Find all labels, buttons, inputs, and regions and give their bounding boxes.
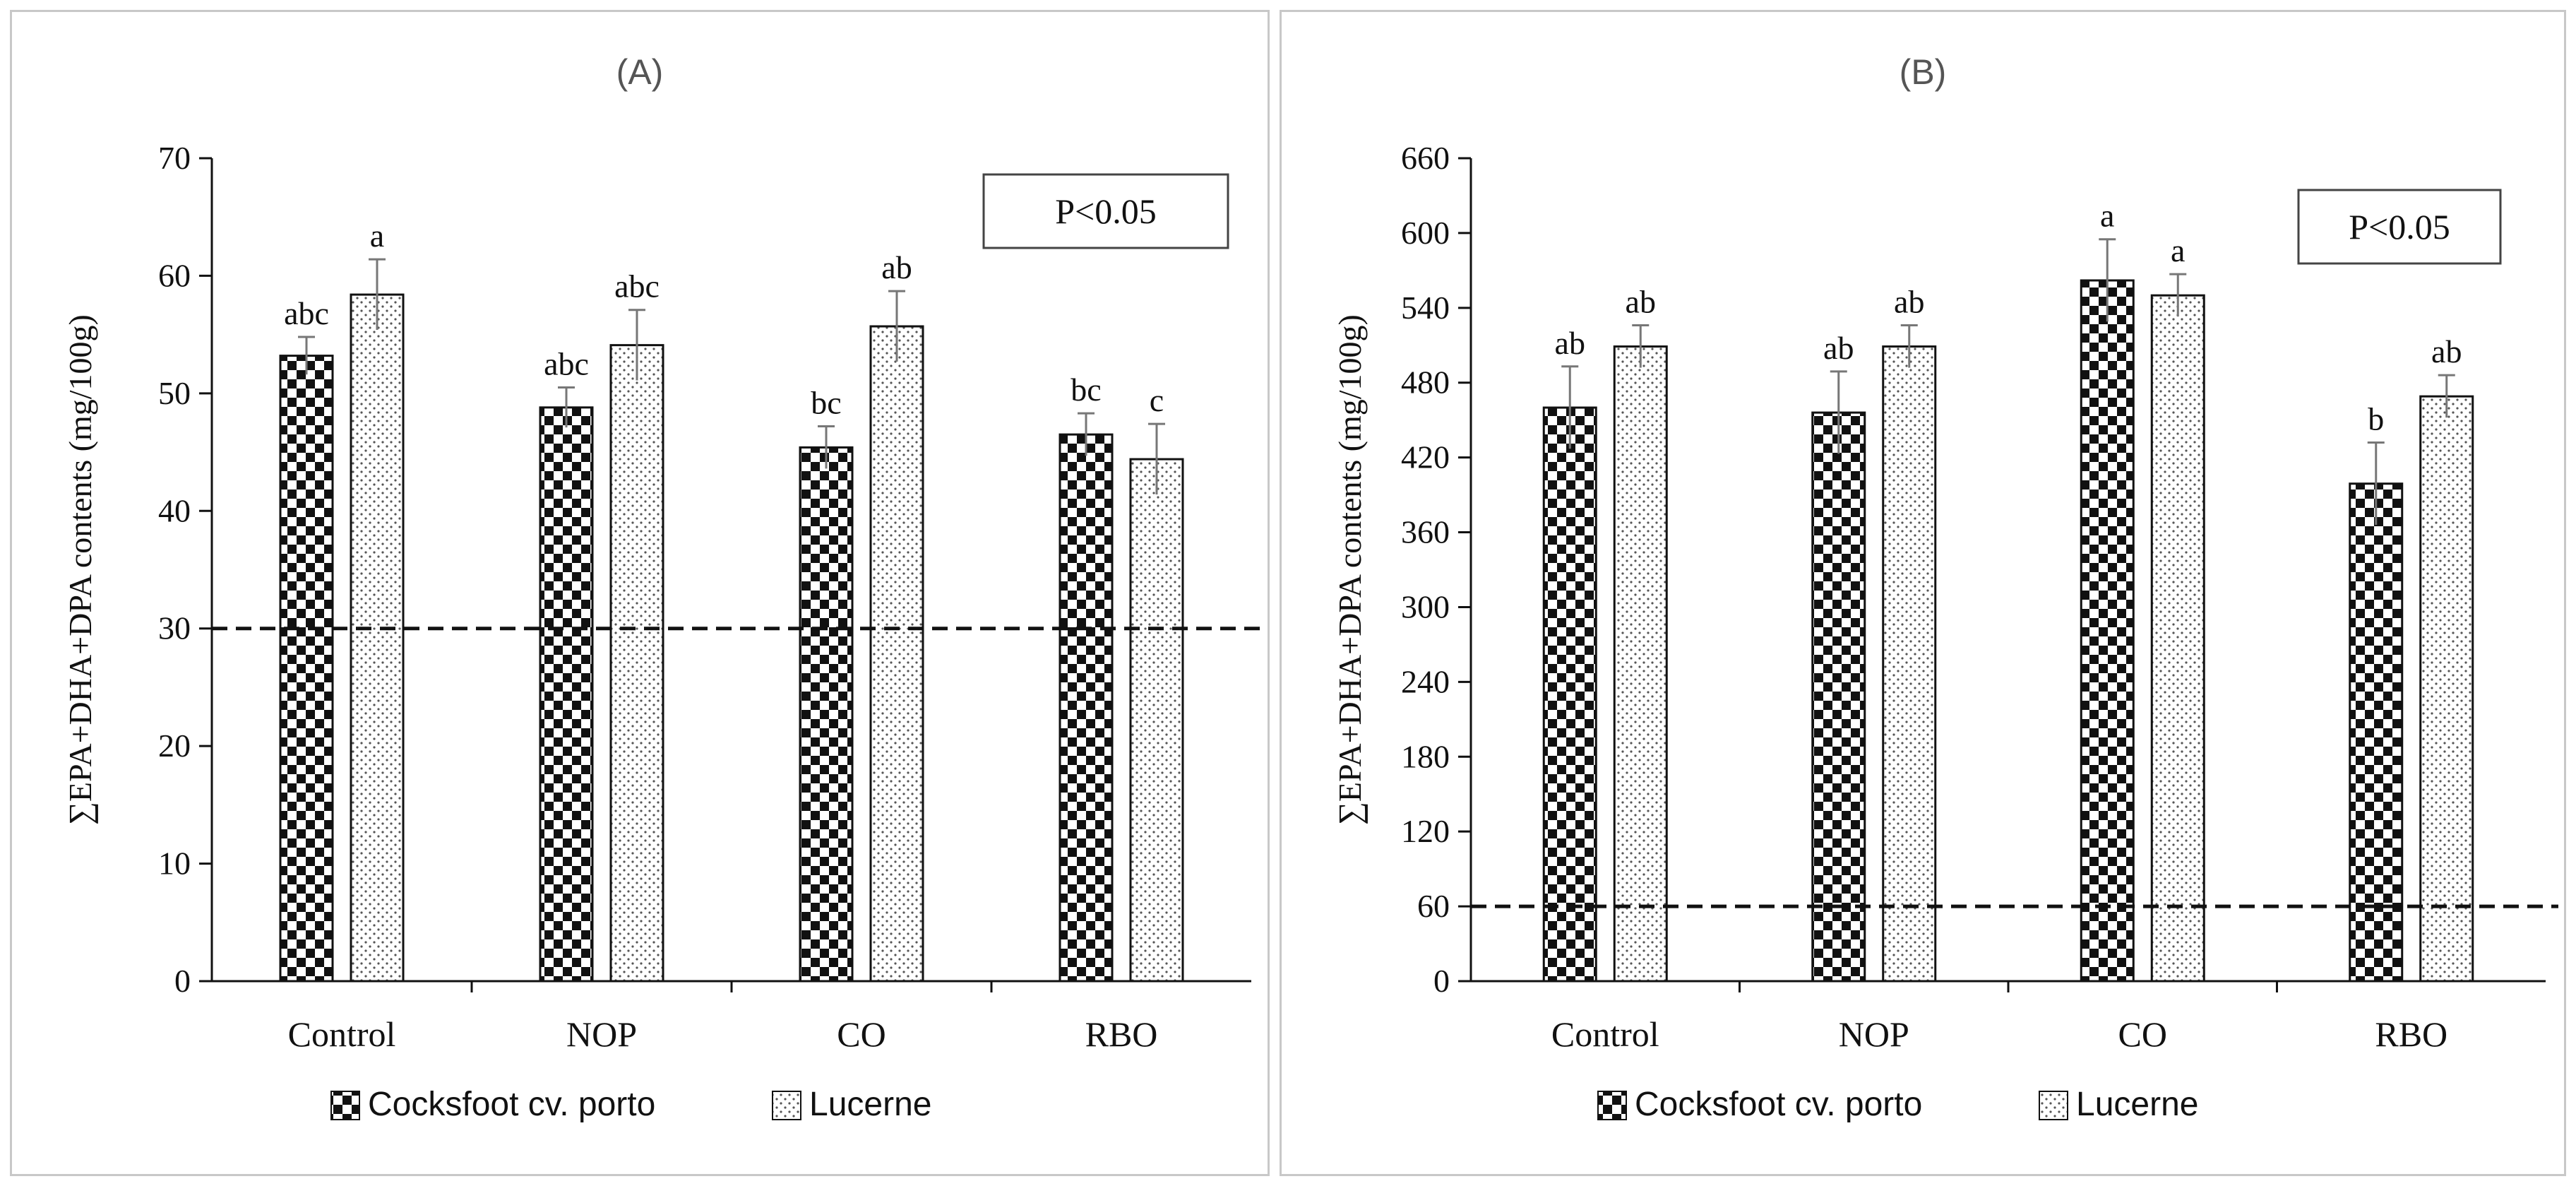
bar-cocksfoot (1059, 433, 1114, 983)
y-tick-label: 60 (158, 257, 191, 293)
bar-lucerne (609, 344, 664, 983)
chart-panel-a: (A) 0 10 20 30 40 50 60 70 Control abc a NOP abc abc C… (10, 10, 1270, 1176)
p-value-text: P<0.05 (2349, 207, 2450, 247)
bar-lucerne (1129, 458, 1184, 983)
significance-label: ab (1626, 284, 1656, 320)
legend-swatch-cocksfoot (330, 1091, 360, 1120)
x-tick-label: CO (2118, 1014, 2167, 1054)
legend-label-lucerne: Lucerne (2076, 1086, 2198, 1123)
y-axis-title: ∑EPA+DHA+DPA contents (mg/100g) (1332, 314, 1368, 825)
bar-cocksfoot (539, 406, 594, 983)
significance-label: bc (1071, 372, 1101, 408)
bar-cocksfoot (799, 446, 854, 983)
y-tick-label: 0 (174, 963, 191, 999)
bar-chart-b: 0 60 120 180 240 300 360 420 480 540 600 660 Control… (1332, 140, 2558, 1123)
significance-label: abc (614, 268, 660, 304)
y-tick-label: 600 (1401, 215, 1450, 251)
y-tick-label: 360 (1401, 514, 1450, 550)
bar-lucerne (869, 325, 924, 983)
y-tick-label: 480 (1401, 364, 1450, 401)
bar-lucerne (2150, 294, 2205, 983)
y-axis-title: ∑EPA+DHA+DPA contents (mg/100g) (62, 314, 98, 825)
significance-label: ab (2431, 333, 2462, 369)
significance-label: ab (1823, 330, 1854, 366)
chart-title-b: (B) (1899, 52, 1947, 92)
legend-swatch-lucerne (2039, 1091, 2068, 1120)
p-value-text: P<0.05 (1055, 191, 1157, 231)
significance-label: abc (544, 346, 589, 382)
significance-label: a (2100, 198, 2114, 234)
bar-lucerne (1882, 345, 1937, 983)
y-tick-label: 240 (1401, 663, 1450, 699)
legend-label-cocksfoot: Cocksfoot cv. porto (368, 1086, 655, 1123)
significance-label: b (2368, 401, 2384, 437)
x-tick-label: RBO (2375, 1014, 2447, 1054)
bar-lucerne (1613, 345, 1668, 983)
significance-label: c (1150, 382, 1164, 418)
bar-cocksfoot (2080, 279, 2135, 983)
y-tick-label: 660 (1401, 140, 1450, 176)
significance-label: ab (881, 249, 912, 285)
x-tick-label: NOP (1839, 1014, 1909, 1054)
y-tick-label: 300 (1401, 588, 1450, 624)
significance-label: a (370, 218, 384, 254)
p-value-box (2297, 189, 2502, 265)
y-tick-label: 60 (1417, 888, 1450, 924)
x-tick-label: Control (288, 1014, 396, 1054)
chart-title-a: (A) (616, 52, 664, 92)
x-tick-label: CO (837, 1014, 886, 1054)
y-tick-label: 20 (158, 728, 191, 764)
bar-cocksfoot (2349, 482, 2404, 983)
significance-label: bc (811, 384, 841, 420)
bar-cocksfoot (1811, 411, 1866, 983)
bar-lucerne (350, 293, 405, 983)
y-tick-label: 30 (158, 610, 191, 646)
y-tick-label: 10 (158, 846, 191, 882)
legend-label-lucerne: Lucerne (809, 1086, 931, 1123)
bar-cocksfoot (1542, 406, 1597, 983)
legend-label-cocksfoot: Cocksfoot cv. porto (1635, 1086, 1922, 1123)
bar-cocksfoot (279, 355, 334, 983)
legend-swatch-cocksfoot (1597, 1091, 1627, 1120)
x-tick-label: RBO (1085, 1014, 1158, 1054)
x-tick-label: Control (1551, 1014, 1659, 1054)
y-tick-label: 420 (1401, 439, 1450, 475)
y-tick-label: 70 (158, 140, 191, 176)
chart-panel-b: (B) 0 60 120 180 240 300 360 420 480 540 600 660 Con… (1280, 10, 2566, 1176)
y-tick-label: 540 (1401, 290, 1450, 326)
significance-label: ab (1555, 325, 1585, 361)
y-tick-label: 50 (158, 375, 191, 411)
y-tick-label: 0 (1433, 963, 1450, 999)
significance-label: ab (1894, 284, 1924, 320)
y-tick-label: 180 (1401, 738, 1450, 774)
p-value-box (982, 173, 1229, 249)
bar-chart-a: 010203040506070ControlabcaNOPabcabcCObca… (62, 140, 1264, 1123)
significance-label: a (2171, 232, 2185, 268)
legend-swatch-lucerne (772, 1091, 801, 1120)
y-tick-label: 120 (1401, 813, 1450, 849)
bar-lucerne (2419, 395, 2474, 983)
y-tick-label: 40 (158, 492, 191, 528)
x-tick-label: NOP (566, 1014, 637, 1054)
significance-label: abc (284, 295, 329, 331)
